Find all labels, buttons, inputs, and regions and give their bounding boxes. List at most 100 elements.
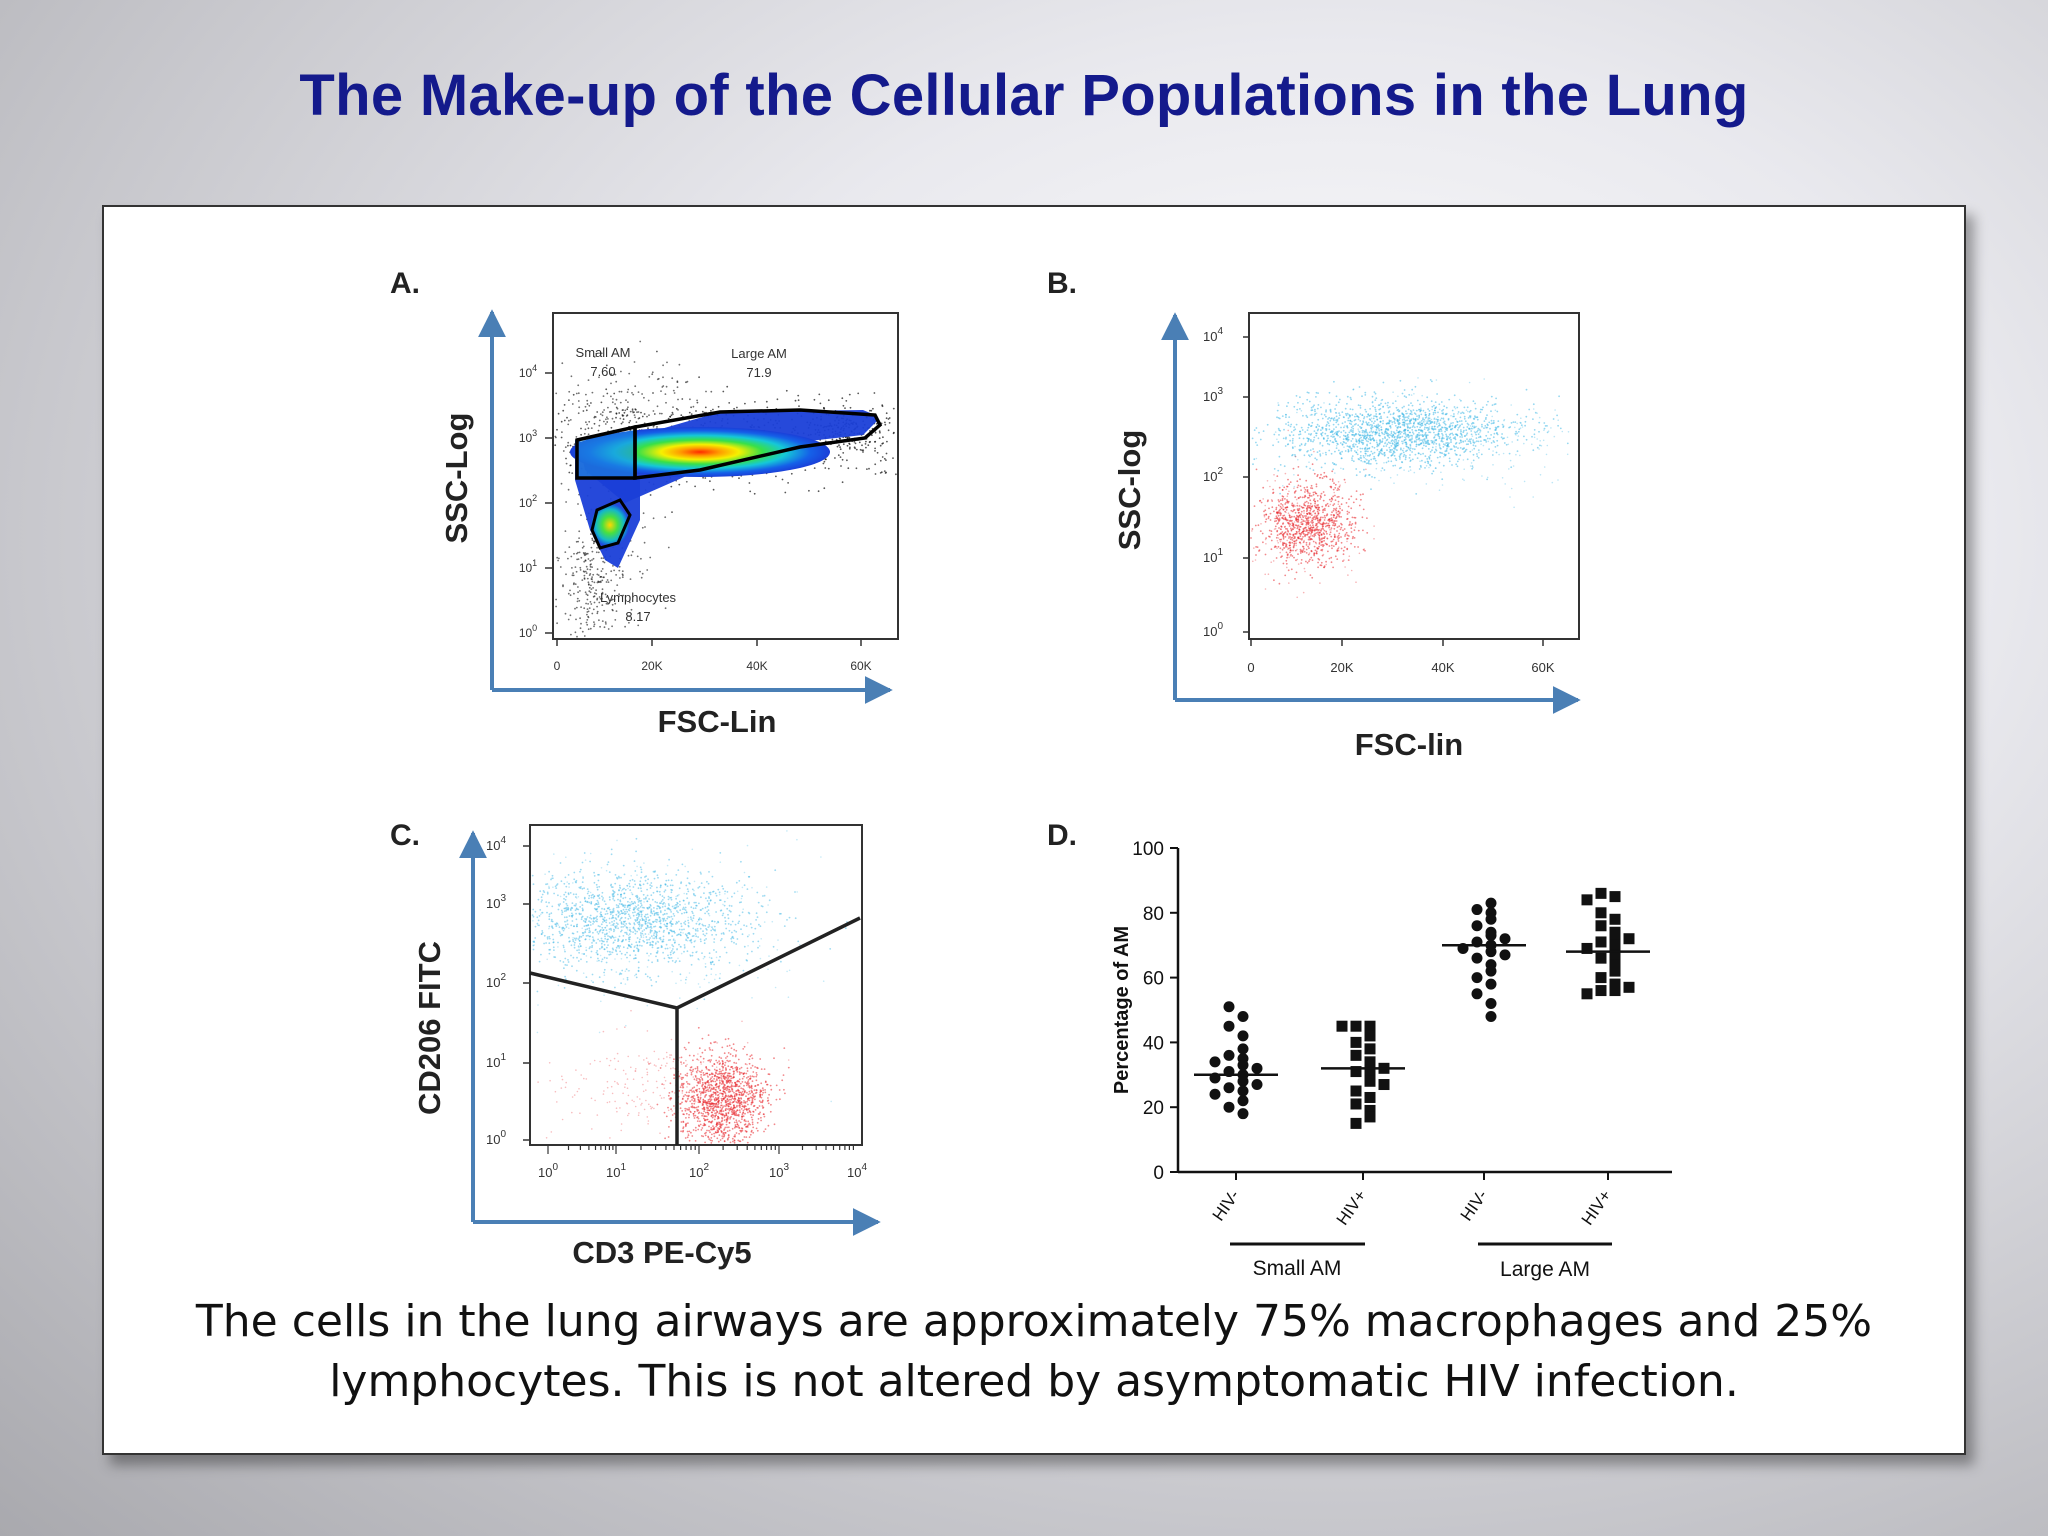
panel-b-cell-dot [1401, 406, 1404, 409]
panel-b-cell-dot [1350, 495, 1353, 498]
panel-b-cell-dot [1375, 439, 1378, 442]
panel-b-cell-dot [1491, 404, 1494, 406]
panel-b-cell-dot [1453, 426, 1456, 429]
panel-b-cell-dot [1287, 478, 1289, 481]
panel-b-cell-dot [1324, 542, 1327, 545]
panel-c-cell-dot [568, 936, 570, 939]
panel-b-cell-dot [1433, 421, 1436, 423]
panel-b-cell-dot [1300, 518, 1303, 521]
panel-c-cell-dot [576, 931, 579, 933]
panel-b-cell-dot [1267, 499, 1269, 502]
panel-a-event-dot [570, 375, 573, 378]
panel-b-cell-dot [1429, 450, 1432, 453]
panel-a-event-dot [765, 400, 768, 403]
panel-a-event-dot [581, 579, 584, 581]
panel-a-event-dot [618, 390, 621, 393]
panel-b-cell-dot [1362, 442, 1365, 444]
panel-b-cell-dot [1330, 517, 1333, 520]
panel-b-cell-dot [1255, 468, 1258, 471]
panel-b-cell-dot [1324, 462, 1326, 465]
panel-a-event-dot [586, 623, 589, 626]
panel-c-cell-dot [728, 961, 731, 964]
panel-c-cell-dot [724, 890, 726, 893]
panel-c-cell-dot [649, 953, 652, 955]
panel-a-event-dot [672, 406, 674, 408]
panel-b-cell-dot [1520, 424, 1523, 427]
panel-b-cell-dot [1296, 558, 1299, 561]
panel-b-cell-dot [1512, 465, 1515, 467]
panel-a-event-dot [781, 478, 784, 481]
panel-a-event-dot [586, 399, 589, 402]
panel-b-x-tick-label: 40K [1431, 660, 1454, 675]
panel-a-event-dot [589, 601, 592, 603]
panel-b-cell-dot [1498, 453, 1500, 456]
panel-b-cell-dot [1373, 455, 1376, 458]
panel-c-cell-dot [754, 927, 757, 930]
panel-b-cell-dot [1335, 433, 1338, 436]
panel-b-cell-dot [1270, 530, 1273, 533]
panel-a-event-dot [611, 401, 614, 404]
panel-b-cell-dot [1361, 429, 1364, 432]
panel-a-event-dot [692, 405, 695, 408]
panel-b-cell-dot [1311, 576, 1314, 579]
panel-b-cell-dot [1362, 434, 1365, 437]
panel-b-cell-dot [1418, 431, 1420, 434]
panel-a-event-dot [819, 402, 822, 405]
panel-b-cell-dot [1326, 524, 1328, 527]
panel-b-cell-dot [1567, 431, 1570, 433]
panel-b-cell-dot [1330, 556, 1333, 559]
panel-b-cell-dot [1272, 488, 1274, 491]
panel-b-cell-dot [1291, 439, 1294, 442]
panel-c-cell-dot [574, 939, 577, 941]
panel-b-cell-dot [1465, 429, 1468, 432]
panel-b-cell-dot [1359, 450, 1362, 453]
panel-c-cell-dot [704, 924, 707, 927]
panel-b-cell-dot [1276, 475, 1279, 477]
panel-b-cell-dot [1423, 438, 1425, 441]
panel-c-cell-dot [705, 897, 707, 900]
panel-a-event-dot [634, 385, 637, 388]
panel-c-cell-dot [635, 976, 638, 979]
panel-c-cell-dot [565, 885, 568, 888]
panel-c-cell-dot [548, 935, 551, 938]
panel-b-cell-dot [1395, 429, 1398, 432]
panel-b-cell-dot [1463, 451, 1466, 453]
panel-c-cell-dot [681, 908, 684, 910]
panel-b-cell-dot [1469, 465, 1472, 467]
panel-b-cell-dot [1300, 562, 1303, 564]
panel-b-cell-dot [1360, 498, 1362, 501]
panel-a-event-dot [585, 572, 588, 574]
panel-b-cell-dot [1397, 395, 1399, 398]
panel-b-cell-dot [1561, 430, 1564, 433]
panel-b-cell-dot [1323, 514, 1326, 517]
panel-b-cell-dot [1299, 516, 1302, 519]
panel-b-cell-dot [1307, 536, 1310, 538]
panel-b-cell-dot [1270, 561, 1272, 563]
panel-b-cell-dot [1366, 454, 1369, 457]
panel-a-event-dot [633, 414, 636, 416]
panel-a-event-dot [857, 392, 860, 395]
panel-b-cell-dot [1316, 525, 1319, 528]
panel-a-event-dot [598, 424, 601, 427]
panel-c-cell-dot [545, 901, 548, 903]
panel-c-cell-dot [601, 899, 604, 901]
panel-b-cell-dot [1303, 504, 1306, 506]
panel-b-cell-dot [1384, 436, 1386, 438]
panel-b-cell-dot [1319, 442, 1322, 444]
panel-b-cell-dot [1276, 416, 1278, 419]
panel-b-cell-dot [1413, 471, 1416, 474]
panel-a-event-dot [649, 556, 652, 559]
panel-b-cell-dot [1288, 556, 1290, 559]
panel-c-cell-dot [671, 905, 674, 908]
panel-a-event-dot [567, 444, 569, 447]
panel-b-cell-dot [1344, 425, 1346, 427]
panel-b-cell-dot [1373, 451, 1376, 454]
panel-b-cell-dot [1332, 524, 1334, 527]
panel-a-event-dot [614, 619, 617, 621]
panel-b-cell-dot [1308, 492, 1311, 495]
panel-a-event-dot [659, 412, 661, 415]
panel-b-cell-dot [1321, 434, 1323, 437]
panel-c-cell-dot [597, 901, 600, 904]
panel-b-cell-dot [1493, 429, 1496, 431]
panel-b-cell-dot [1284, 574, 1287, 577]
